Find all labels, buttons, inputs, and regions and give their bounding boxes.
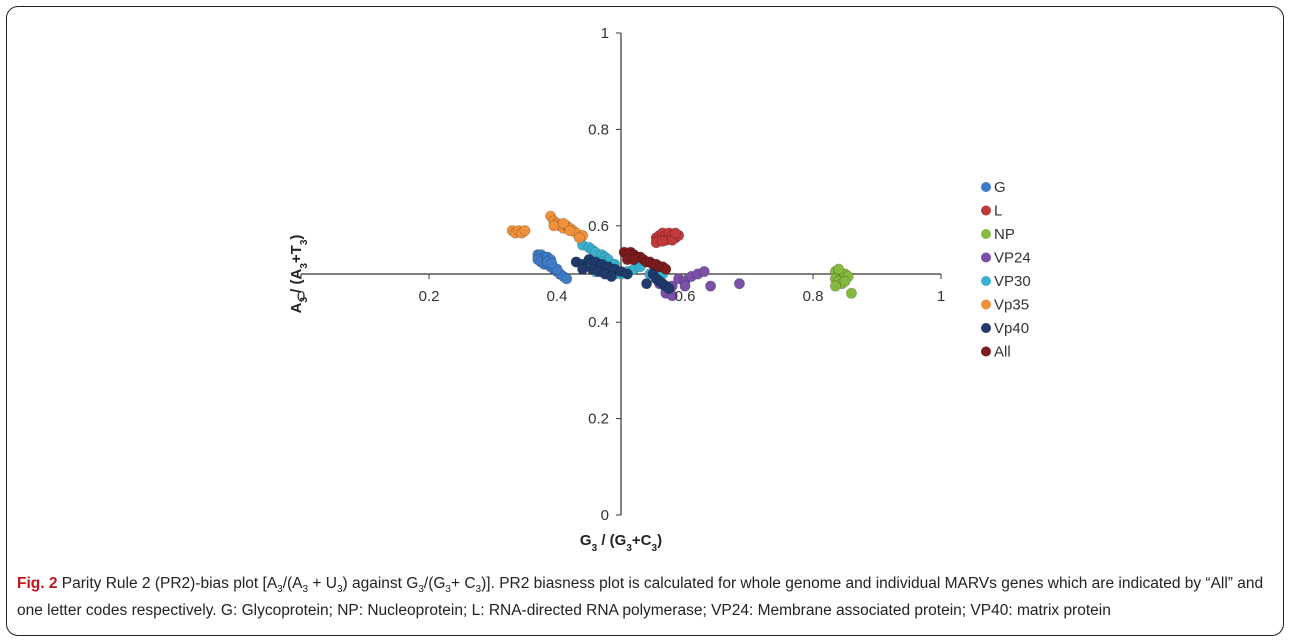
data-point: [660, 263, 672, 275]
data-point: [548, 220, 560, 232]
legend-item: Vp35: [981, 297, 1029, 314]
legend-marker: [981, 299, 991, 310]
legend-label: L: [994, 203, 1002, 220]
data-point: [628, 254, 640, 266]
legend-marker: [981, 346, 991, 357]
data-point: [621, 268, 633, 280]
data-point: [698, 266, 710, 278]
series-g: [532, 249, 573, 285]
data-point: [557, 217, 569, 229]
legend-label: VP24: [994, 250, 1031, 267]
data-point: [561, 273, 573, 285]
data-point: [845, 287, 857, 299]
data-point: [833, 263, 845, 275]
x-axis-title: G3 / (G3+C3): [580, 532, 662, 554]
data-point: [663, 282, 675, 294]
axis-titles: G3 / (G3+C3) A3 / (A3+T3): [288, 235, 662, 554]
data-points: [506, 210, 857, 302]
caption-text: Parity Rule 2 (PR2)-bias plot [A3/(A3 + …: [17, 575, 1264, 620]
series-vp40: [570, 254, 675, 294]
data-point: [669, 227, 681, 239]
legend-item: L: [981, 203, 1002, 220]
legend-label: NP: [994, 226, 1015, 243]
legend-marker: [981, 182, 991, 192]
legend-item: All: [981, 344, 1011, 361]
data-point: [519, 225, 531, 237]
legend-item: G: [981, 179, 1006, 196]
series-vp35: [506, 210, 589, 244]
figure-caption: Fig. 2 Parity Rule 2 (PR2)-bias plot [A3…: [17, 573, 1279, 621]
y-tick-label: 1: [601, 25, 609, 42]
legend-label: All: [994, 344, 1011, 361]
legend-item: VP24: [981, 250, 1031, 267]
data-point: [573, 232, 585, 244]
x-tick-label: 1: [937, 288, 945, 305]
data-point: [546, 257, 558, 269]
data-point: [829, 280, 841, 292]
data-point: [605, 270, 617, 282]
legend-marker: [981, 229, 991, 239]
data-point: [733, 278, 745, 290]
legend-label: VP30: [994, 273, 1031, 290]
figure-label: Fig. 2: [17, 575, 58, 592]
legend: GL NP VP24 VP30 Vp35 Vp40 All: [981, 179, 1031, 361]
x-tick-label: 0.4: [547, 288, 568, 305]
y-tick-label: 0.2: [588, 411, 609, 428]
legend-label: G: [994, 179, 1006, 196]
legend-label: Vp40: [994, 320, 1029, 337]
legend-label: Vp35: [994, 297, 1029, 314]
data-point: [641, 278, 653, 290]
legend-marker: [981, 323, 991, 333]
y-tick-label: 0.4: [588, 314, 609, 331]
legend-item: VP30: [981, 273, 1031, 290]
legend-marker: [981, 205, 991, 216]
legend-marker: [981, 252, 991, 263]
tick-labels: 0 0.2 0.4 0.6 0.8 1 0 0.2 0.4 0.6 0.8 1: [297, 25, 945, 524]
y-tick-label: 0: [601, 507, 609, 524]
data-point: [657, 235, 669, 247]
data-point: [577, 263, 589, 275]
series-all: [618, 246, 672, 275]
x-tick-label: 0.6: [675, 288, 696, 305]
y-tick-label: 0.6: [588, 218, 609, 235]
data-point: [679, 280, 691, 292]
x-tick-label: 0.2: [419, 288, 440, 305]
y-tick-label: 0.8: [588, 121, 609, 138]
legend-item: NP: [981, 226, 1015, 243]
series-np: [829, 263, 857, 299]
x-tick-label: 0: [297, 288, 305, 305]
data-point: [564, 225, 576, 237]
data-point: [705, 280, 717, 292]
pr2-bias-plot: 0 0.2 0.4 0.6 0.8 1 0 0.2 0.4 0.6 0.8 1 G3 / (G3+C3…: [288, 25, 1031, 554]
series-l: [650, 227, 685, 249]
x-tick-label: 0.8: [803, 288, 824, 305]
legend-item: Vp40: [981, 320, 1029, 337]
figure-frame: 0 0.2 0.4 0.6 0.8 1 0 0.2 0.4 0.6 0.8 1 G3 / (G3+C3…: [6, 6, 1284, 636]
legend-marker: [981, 276, 991, 286]
data-point: [839, 275, 851, 287]
y-axis-title: A3 / (A3+T3): [288, 235, 310, 314]
